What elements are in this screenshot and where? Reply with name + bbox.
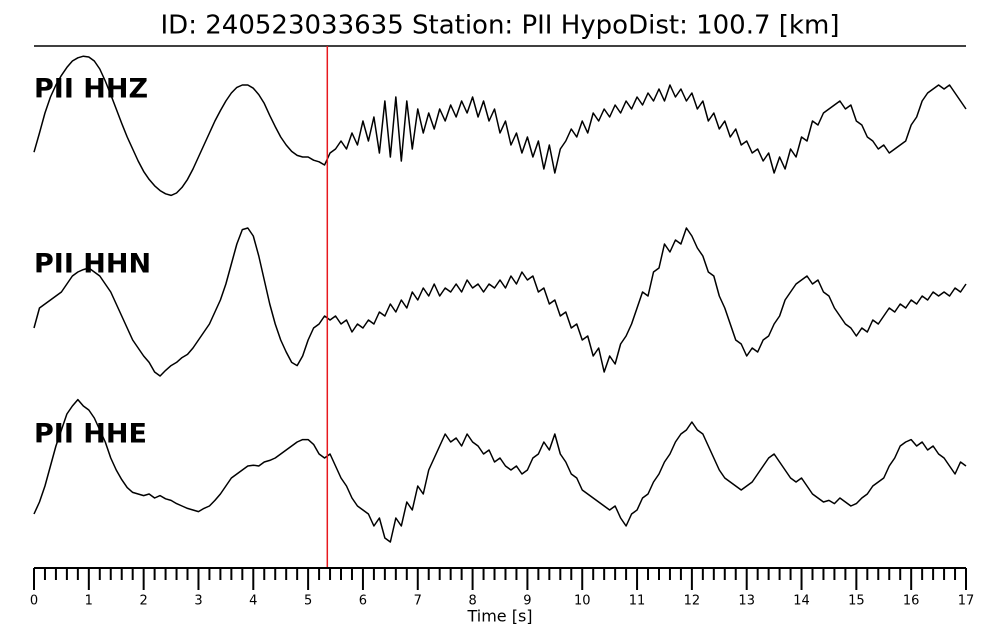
x-axis-label: Time [s] — [466, 607, 532, 626]
x-tick-label: 16 — [903, 594, 920, 609]
x-tick-label: 17 — [958, 594, 975, 609]
x-tick-label: 7 — [414, 594, 422, 609]
x-tick-label: 8 — [468, 594, 476, 609]
x-tick-label: 11 — [629, 594, 646, 609]
x-tick-label: 14 — [793, 594, 810, 609]
x-tick-label: 9 — [523, 594, 531, 609]
x-tick-label: 6 — [359, 594, 367, 609]
trace — [33, 398, 967, 543]
trace — [33, 55, 967, 197]
x-tick-label: 3 — [194, 594, 202, 609]
trace-label: PII HHZ — [34, 74, 148, 105]
x-tick-label: 13 — [738, 594, 755, 609]
chart-title: ID: 240523033635 Station: PII HypoDist: … — [161, 11, 840, 41]
x-tick-label: 1 — [85, 594, 93, 609]
trace-label: PII HHN — [34, 249, 151, 280]
x-tick-label: 12 — [684, 594, 701, 609]
x-tick-label: 5 — [304, 594, 312, 609]
x-tick-label: 2 — [140, 594, 148, 609]
x-tick-label: 4 — [249, 594, 257, 609]
trace — [33, 227, 967, 377]
trace-label: PII HHE — [34, 419, 147, 450]
x-tick-label: 10 — [574, 594, 591, 609]
x-tick-label: 0 — [30, 594, 38, 609]
x-tick-label: 15 — [848, 594, 865, 609]
